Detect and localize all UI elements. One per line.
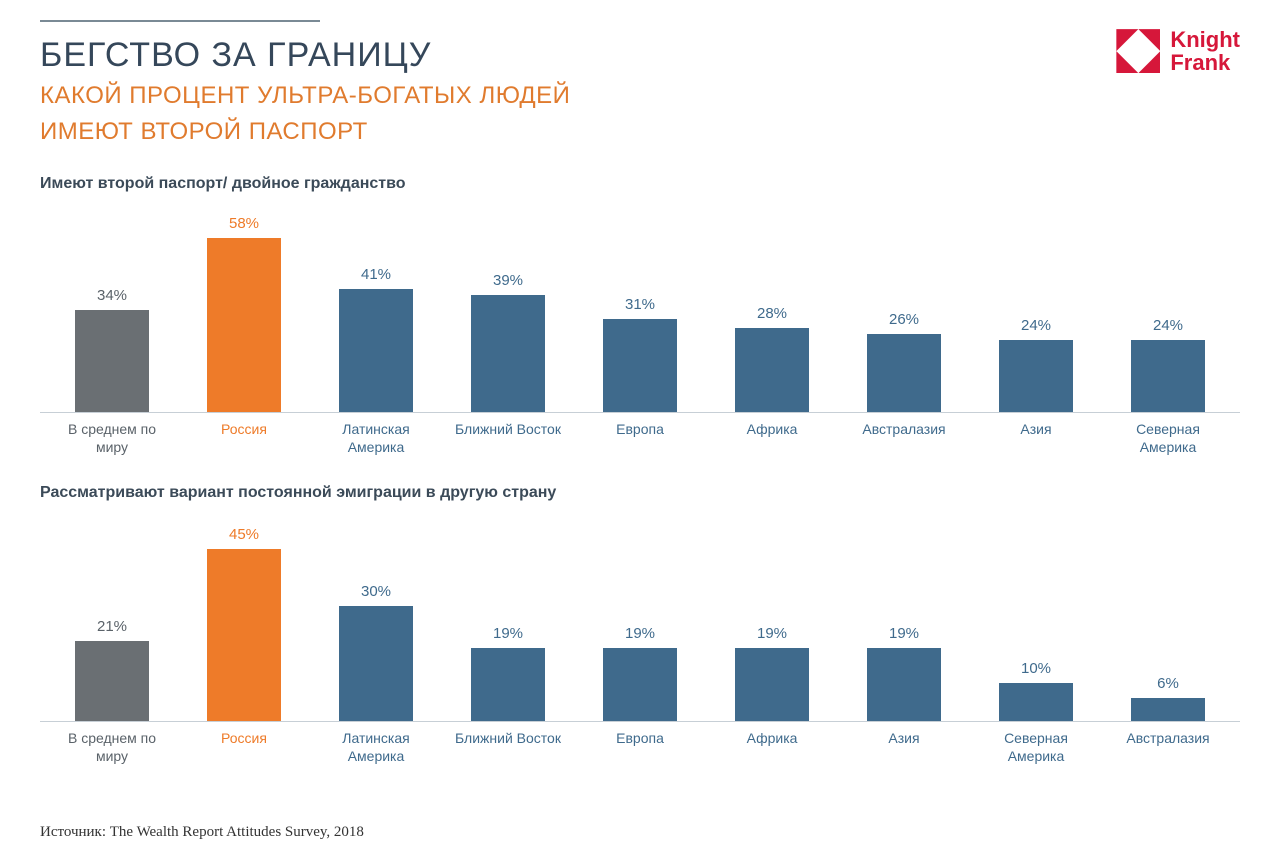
header-rule [40, 20, 320, 22]
bar [603, 319, 677, 412]
bar-value: 24% [1153, 317, 1183, 334]
bar-value: 26% [889, 311, 919, 328]
bar [207, 238, 281, 412]
bar [471, 648, 545, 721]
bar [207, 549, 281, 721]
bar-label: Ближний Восток [443, 421, 573, 456]
bar-label: Ближний Восток [443, 730, 573, 765]
bar-value: 19% [493, 625, 523, 642]
chart-second-passport: Имеют второй паспорт/ двойное гражданств… [40, 175, 1240, 456]
bar-value: 6% [1157, 675, 1179, 692]
bar [471, 295, 545, 412]
bar-value: 31% [625, 296, 655, 313]
bar [75, 310, 149, 412]
bar-label: Австралазия [1103, 730, 1233, 765]
bar [999, 340, 1073, 412]
bar-label: В среднем по миру [47, 421, 177, 456]
chart2-labels: В среднем по мируРоссияЛатинская Америка… [40, 722, 1240, 765]
bar-slot: 28% [706, 203, 838, 412]
bar-slot: 19% [574, 512, 706, 721]
bar-label: Латинская Америка [311, 730, 441, 765]
bar-slot: 39% [442, 203, 574, 412]
page-title: БЕГСТВО ЗА ГРАНИЦУ [40, 36, 570, 75]
bar-slot: 6% [1102, 512, 1234, 721]
bar-value: 10% [1021, 660, 1051, 677]
bar-slot: 19% [706, 512, 838, 721]
page-subtitle-line1: КАКОЙ ПРОЦЕНТ УЛЬТРА-БОГАТЫХ ЛЮДЕЙ [40, 81, 570, 111]
logo: Knight Frank [1116, 28, 1240, 74]
source-text: Источник: The Wealth Report Attitudes Su… [40, 824, 364, 841]
bar-label: Россия [179, 421, 309, 456]
bar-value: 28% [757, 305, 787, 322]
bar-value: 24% [1021, 317, 1051, 334]
chart1-bars: 34% 58% 41% 39% 31% 28% 26% 24% 24% [40, 203, 1240, 413]
bar-label: Австралазия [839, 421, 969, 456]
bar-label: Латинская Америка [311, 421, 441, 456]
logo-text-line2: Frank [1170, 51, 1240, 74]
page-subtitle-line2: ИМЕЮТ ВТОРОЙ ПАСПОРТ [40, 117, 570, 147]
bar-slot: 45% [178, 512, 310, 721]
chart1-labels: В среднем по мируРоссияЛатинская Америка… [40, 413, 1240, 456]
bar [999, 683, 1073, 721]
bar-slot: 41% [310, 203, 442, 412]
logo-icon [1116, 29, 1160, 73]
bar [75, 641, 149, 721]
bar-slot: 19% [442, 512, 574, 721]
chart2-title: Рассматривают вариант постоянной эмиграц… [40, 484, 1240, 502]
bar-slot: 34% [46, 203, 178, 412]
bar-slot: 19% [838, 512, 970, 721]
bar-slot: 58% [178, 203, 310, 412]
bar-value: 41% [361, 266, 391, 283]
bar [339, 289, 413, 412]
chart1-title: Имеют второй паспорт/ двойное гражданств… [40, 175, 1240, 193]
bar [1131, 340, 1205, 412]
header-row: БЕГСТВО ЗА ГРАНИЦУ КАКОЙ ПРОЦЕНТ УЛЬТРА-… [40, 36, 1240, 147]
bar [1131, 698, 1205, 721]
bar-label: Северная Америка [971, 730, 1101, 765]
bar-slot: 24% [1102, 203, 1234, 412]
bar-value: 19% [625, 625, 655, 642]
logo-text-line1: Knight [1170, 28, 1240, 51]
bar-label: Европа [575, 730, 705, 765]
chart-emigration: Рассматривают вариант постоянной эмиграц… [40, 484, 1240, 765]
bar-label: Россия [179, 730, 309, 765]
bar-value: 21% [97, 618, 127, 635]
bar-slot: 24% [970, 203, 1102, 412]
bar-label: Африка [707, 421, 837, 456]
bar-value: 34% [97, 287, 127, 304]
bar [867, 334, 941, 412]
bar-label: Европа [575, 421, 705, 456]
bar-value: 45% [229, 526, 259, 543]
bar-value: 30% [361, 583, 391, 600]
bar-value: 19% [757, 625, 787, 642]
chart2-bars: 21% 45% 30% 19% 19% 19% 19% 10% 6% [40, 512, 1240, 722]
bar-slot: 21% [46, 512, 178, 721]
bar [735, 648, 809, 721]
bar-label: Азия [839, 730, 969, 765]
bar [603, 648, 677, 721]
bar-slot: 26% [838, 203, 970, 412]
bar-value: 39% [493, 272, 523, 289]
bar-slot: 30% [310, 512, 442, 721]
bar-value: 58% [229, 215, 259, 232]
title-block: БЕГСТВО ЗА ГРАНИЦУ КАКОЙ ПРОЦЕНТ УЛЬТРА-… [40, 36, 570, 147]
bar-slot: 31% [574, 203, 706, 412]
bar-value: 19% [889, 625, 919, 642]
bar [735, 328, 809, 412]
bar [339, 606, 413, 721]
bar [867, 648, 941, 721]
bar-label: Азия [971, 421, 1101, 456]
bar-label: Северная Америка [1103, 421, 1233, 456]
bar-label: Африка [707, 730, 837, 765]
logo-text: Knight Frank [1170, 28, 1240, 74]
bar-slot: 10% [970, 512, 1102, 721]
bar-label: В среднем по миру [47, 730, 177, 765]
